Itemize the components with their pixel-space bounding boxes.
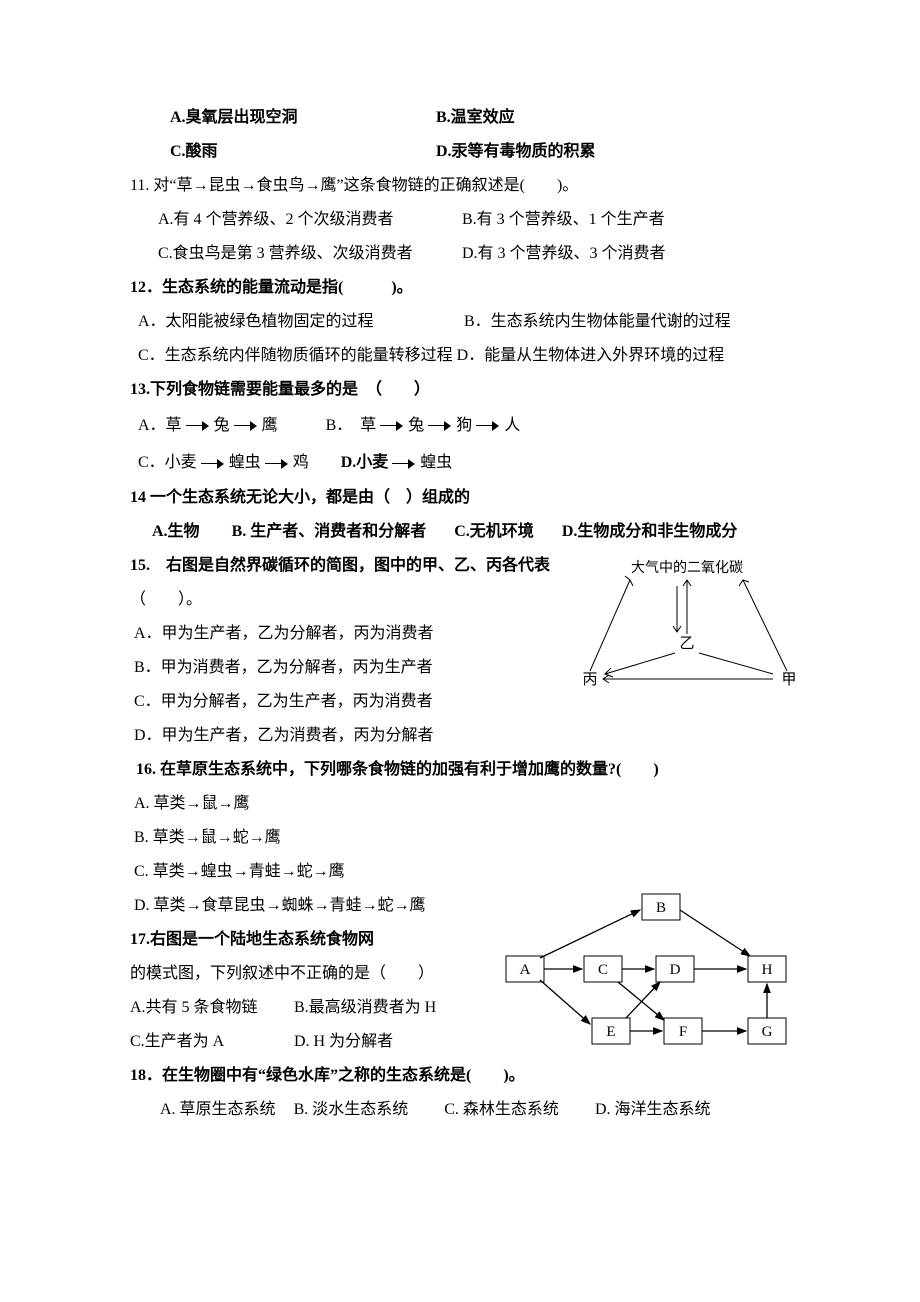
q12-opt-b: B．生态系统内生物体能量代谢的过程 [464, 313, 731, 330]
q11-opt-d: D.有 3 个营养级、3 个消费者 [462, 245, 666, 262]
q17-opt-d: D. H 为分解者 [294, 1033, 393, 1050]
q11-opt-b: B.有 3 个营养级、1 个生产者 [462, 211, 665, 228]
q10-line1: A.臭氧层出现空洞 B.温室效应 [130, 102, 800, 134]
q15-opt-a: A．甲为生产者，乙为分解者，丙为消费者 [130, 618, 800, 650]
q14-stem: 14 一个生态系统无论大小，都是由（ ）组成的 [130, 482, 800, 514]
q15-stem1: 15. 右图是自然界碳循环的简图，图中的甲、乙、丙各代表 [130, 550, 800, 582]
q15-stem2: （ ）。 [130, 584, 800, 616]
q14-opts: A.生物 B. 生产者、消费者和分解者 C.无机环境 D.生物成分和非生物成分 [130, 516, 800, 548]
q10-opt-d: D.汞等有毒物质的积累 [436, 143, 596, 160]
arrow-icon [392, 459, 416, 469]
q17-block: A B C D H E [130, 890, 800, 1058]
q18-opt-d: D. 海洋生态系统 [595, 1101, 711, 1118]
q18-opt-b: B. 淡水生态系统 [294, 1101, 409, 1118]
q17-stem2: 的模式图，下列叙述中不正确的是（ ） [130, 958, 800, 990]
arrow-icon [476, 421, 500, 431]
q12-opts-1: A．太阳能被绿色植物固定的过程 B．生态系统内生物体能量代谢的过程 [130, 306, 800, 338]
q11-opt-a: A.有 4 个营养级、2 个次级消费者 [158, 204, 458, 236]
q15-opt-d: D．甲为生产者，乙为消费者，丙为分解者 [130, 720, 800, 752]
q10-line2: C.酸雨 D.汞等有毒物质的积累 [130, 136, 800, 168]
q14-opt-a: A.生物 [152, 523, 200, 540]
q16-stem: 16. 在草原生态系统中，下列哪条食物链的加强有利于增加鹰的数量?( ) [130, 754, 800, 786]
arrow-icon [380, 421, 404, 431]
arrow-icon [186, 421, 210, 431]
q18-stem: 18．在生物圈中有“绿色水库”之称的生态系统是( )。 [130, 1060, 800, 1092]
q17-stem1: 17.右图是一个陆地生态系统食物网 [130, 924, 800, 956]
q13-stem: 13.下列食物链需要能量最多的是 （ ） [130, 374, 800, 406]
q15-block: 大气中的二氧化碳 乙 丙 [130, 550, 800, 752]
q15-opt-b: B．甲为消费者，乙为分解者，丙为生产者 [130, 652, 800, 684]
q10-opt-b: B.温室效应 [436, 109, 515, 126]
q17-opt-c: C.生产者为 A [130, 1026, 290, 1058]
q17-opt-b: B.最高级消费者为 H [294, 999, 436, 1016]
arrow-icon [234, 421, 258, 431]
q17-opt-a: A.共有 5 条食物链 [130, 992, 290, 1024]
q14-opt-b: B. 生产者、消费者和分解者 [232, 523, 427, 540]
exam-page: A.臭氧层出现空洞 B.温室效应 C.酸雨 D.汞等有毒物质的积累 11. 对“… [0, 0, 920, 1208]
q15-opt-c: C．甲为分解者，乙为生产者，丙为消费者 [130, 686, 800, 718]
q16-opt-b: B. 草类→鼠→蛇→鹰 [130, 822, 800, 854]
q11-opts-2: C.食虫鸟是第 3 营养级、次级消费者 D.有 3 个营养级、3 个消费者 [130, 238, 800, 270]
q14-opt-c: C.无机环境 [454, 523, 534, 540]
q16-opt-a: A. 草类→鼠→鹰 [130, 788, 800, 820]
q10-opt-c: C.酸雨 [170, 136, 432, 168]
q10-opt-a: A.臭氧层出现空洞 [170, 102, 432, 134]
q18-opt-c: C. 森林生态系统 [444, 1101, 559, 1118]
q14-opt-d: D.生物成分和非生物成分 [562, 523, 738, 540]
q18-opts: A. 草原生态系统 B. 淡水生态系统 C. 森林生态系统 D. 海洋生态系统 [130, 1094, 800, 1126]
q11-stem: 11. 对“草→昆虫→食虫鸟→鹰”这条食物链的正确叙述是( )。 [130, 170, 800, 202]
q12-opts-2: C．生态系统内伴随物质循环的能量转移过程 D．能量从生物体进入外界环境的过程 [130, 340, 800, 372]
q11-opts-1: A.有 4 个营养级、2 个次级消费者 B.有 3 个营养级、1 个生产者 [130, 204, 800, 236]
arrow-icon [265, 459, 289, 469]
q17-opts2: C.生产者为 A D. H 为分解者 [130, 1026, 800, 1058]
q12-opt-a: A．太阳能被绿色植物固定的过程 [138, 306, 460, 338]
q18-opt-a: A. 草原生态系统 [160, 1101, 276, 1118]
q12-stem: 12．生态系统的能量流动是指( )。 [130, 272, 800, 304]
q13-line1: A．草 兔 鹰 B． 草 兔 狗 人 [130, 408, 800, 443]
q16-opt-d: D. 草类→食草昆虫→蜘蛛→青蛙→蛇→鹰 [130, 890, 800, 922]
q17-opts1: A.共有 5 条食物链 B.最高级消费者为 H [130, 992, 800, 1024]
arrow-icon [428, 421, 452, 431]
q13-line2: C．小麦 蝗虫 鸡 D.小麦 蝗虫 [130, 445, 800, 480]
arrow-icon [201, 459, 225, 469]
q11-opt-c: C.食虫鸟是第 3 营养级、次级消费者 [158, 238, 458, 270]
